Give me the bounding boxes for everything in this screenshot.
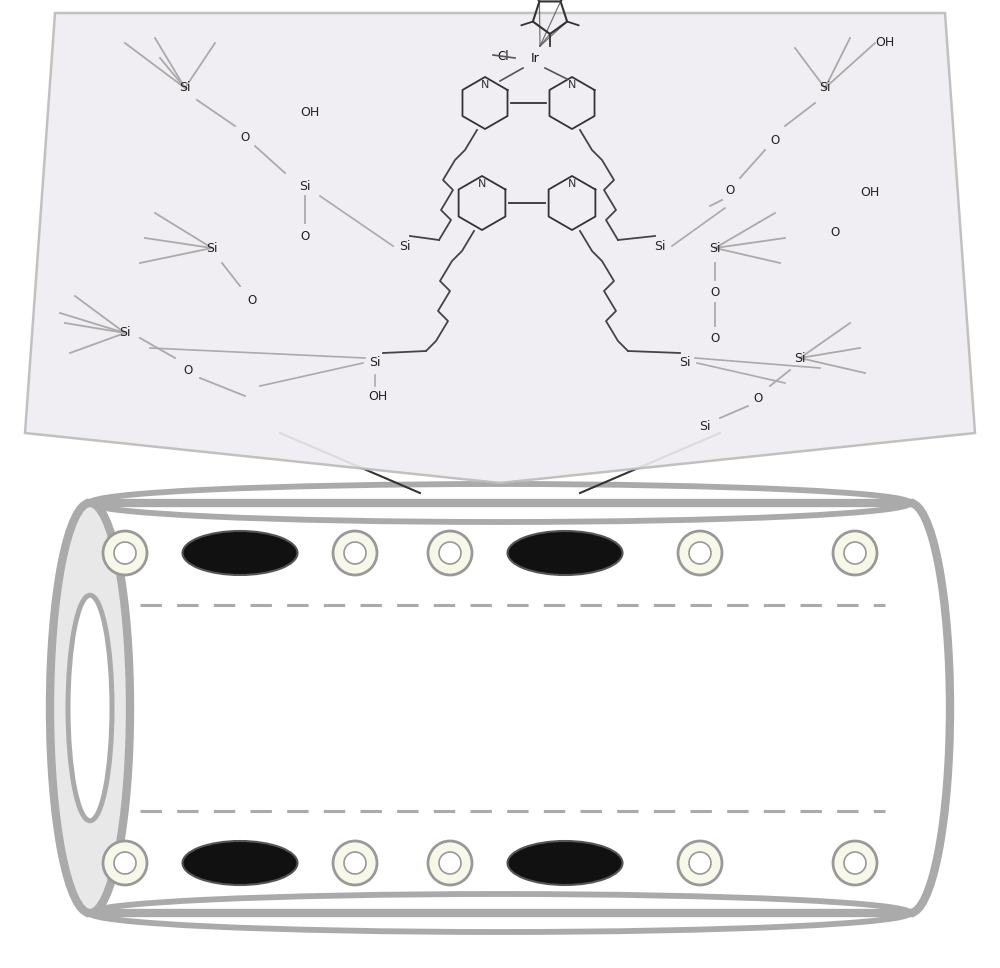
Text: O: O xyxy=(247,293,257,307)
Text: O: O xyxy=(725,184,735,197)
Ellipse shape xyxy=(333,531,377,575)
Text: Ir: Ir xyxy=(531,51,539,65)
Text: O: O xyxy=(830,227,840,239)
Ellipse shape xyxy=(114,852,136,874)
Text: N: N xyxy=(478,179,486,189)
Ellipse shape xyxy=(103,841,147,885)
Text: O: O xyxy=(240,132,250,144)
Text: Si: Si xyxy=(119,326,131,340)
Text: OH: OH xyxy=(860,187,880,199)
Text: O: O xyxy=(300,229,310,243)
Ellipse shape xyxy=(689,542,711,564)
Ellipse shape xyxy=(678,531,722,575)
Text: OH: OH xyxy=(875,37,895,49)
Text: Si: Si xyxy=(819,81,831,95)
Text: OH: OH xyxy=(300,106,320,119)
Text: Si: Si xyxy=(206,241,218,255)
Ellipse shape xyxy=(428,531,472,575)
Text: O: O xyxy=(183,364,193,377)
Text: Si: Si xyxy=(299,179,311,193)
Text: Si: Si xyxy=(369,356,381,370)
Ellipse shape xyxy=(844,542,866,564)
Text: O: O xyxy=(710,331,720,345)
Ellipse shape xyxy=(439,542,461,564)
Text: O: O xyxy=(770,134,780,146)
Ellipse shape xyxy=(844,852,866,874)
Ellipse shape xyxy=(833,531,877,575)
Ellipse shape xyxy=(90,484,910,522)
Text: O: O xyxy=(753,391,763,405)
Ellipse shape xyxy=(833,841,877,885)
Ellipse shape xyxy=(333,841,377,885)
Text: N: N xyxy=(568,79,576,90)
Ellipse shape xyxy=(508,531,622,575)
Ellipse shape xyxy=(182,841,298,885)
Ellipse shape xyxy=(50,503,130,913)
Ellipse shape xyxy=(114,542,136,564)
Text: Si: Si xyxy=(654,239,666,253)
Ellipse shape xyxy=(689,852,711,874)
Text: Si: Si xyxy=(794,351,806,365)
Text: Cl: Cl xyxy=(497,49,509,63)
Polygon shape xyxy=(90,503,910,913)
Ellipse shape xyxy=(103,531,147,575)
Ellipse shape xyxy=(90,894,910,932)
Text: Si: Si xyxy=(179,81,191,95)
Text: N: N xyxy=(481,79,489,90)
Polygon shape xyxy=(25,13,975,483)
Ellipse shape xyxy=(344,542,366,564)
Ellipse shape xyxy=(182,531,298,575)
Ellipse shape xyxy=(428,841,472,885)
Ellipse shape xyxy=(678,841,722,885)
Text: O: O xyxy=(710,287,720,299)
Ellipse shape xyxy=(508,841,622,885)
Ellipse shape xyxy=(439,852,461,874)
Ellipse shape xyxy=(344,852,366,874)
Text: Si: Si xyxy=(699,419,711,433)
Text: Si: Si xyxy=(399,239,411,253)
Text: N: N xyxy=(568,179,576,189)
Text: Si: Si xyxy=(709,241,721,255)
Text: Si: Si xyxy=(679,356,691,370)
Ellipse shape xyxy=(68,595,112,821)
Text: OH: OH xyxy=(368,389,388,403)
